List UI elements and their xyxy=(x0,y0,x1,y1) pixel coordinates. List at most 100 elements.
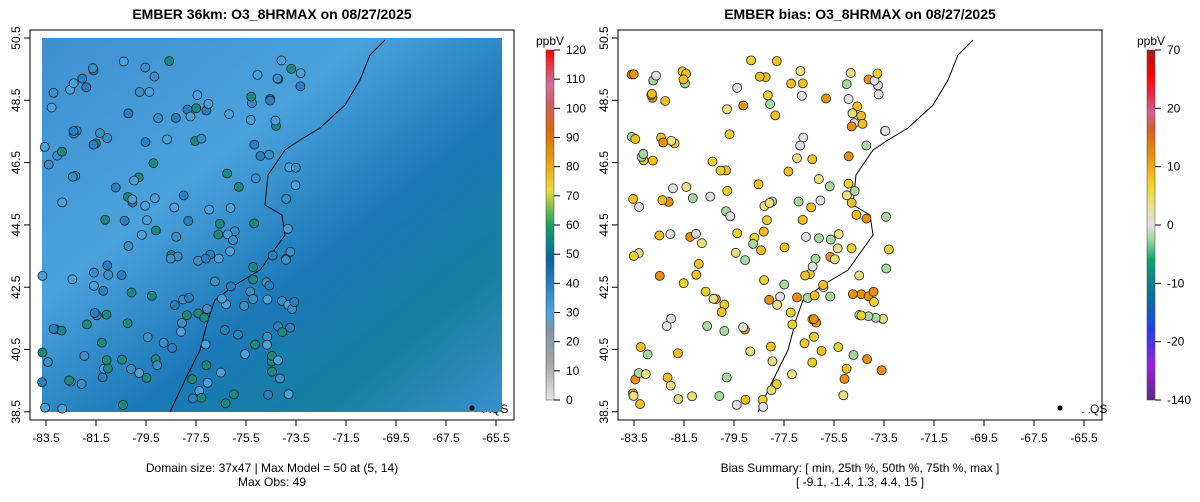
station-marker xyxy=(846,243,857,254)
station-marker xyxy=(758,226,769,237)
colorbar-tick-label: 90 xyxy=(566,131,580,145)
station-marker xyxy=(171,231,182,242)
station-marker xyxy=(191,103,202,114)
station-marker xyxy=(56,325,67,336)
colorbar-tick-label: -20 xyxy=(1167,335,1185,349)
colorbar-tick-label: 0 xyxy=(566,393,573,407)
station-marker xyxy=(233,329,243,340)
station-marker xyxy=(824,181,835,192)
station-marker xyxy=(182,310,192,321)
station-marker xyxy=(226,281,236,292)
colorbar-tick-label: 10 xyxy=(1167,160,1181,174)
station-marker xyxy=(687,193,698,204)
station-marker xyxy=(825,234,836,245)
x-tick-label: -71.5 xyxy=(332,431,360,445)
station-marker xyxy=(787,369,797,380)
station-marker xyxy=(779,242,790,253)
station-marker xyxy=(666,313,676,324)
colorbar-tick-label: 20 xyxy=(1167,101,1181,115)
station-marker xyxy=(273,355,283,366)
station-marker xyxy=(854,270,865,281)
station-marker xyxy=(169,300,180,311)
station-marker xyxy=(740,255,751,266)
station-marker xyxy=(833,342,844,353)
colorbar xyxy=(1146,49,1156,401)
colorbar-tick-label: 10 xyxy=(566,364,580,378)
colorbar-tick-label: 40 xyxy=(566,276,580,290)
station-marker xyxy=(229,389,239,400)
station-marker xyxy=(250,339,261,350)
station-marker xyxy=(246,91,257,102)
station-marker xyxy=(204,204,215,215)
station-marker xyxy=(786,78,797,89)
station-marker xyxy=(775,291,786,302)
colorbar-tick-label: 50 xyxy=(566,247,580,261)
station-marker xyxy=(847,289,858,300)
station-marker xyxy=(222,168,233,179)
station-marker xyxy=(673,348,683,359)
station-marker xyxy=(707,156,718,167)
station-marker xyxy=(148,158,159,169)
x-tick-label: -83.5 xyxy=(620,431,648,445)
bias-map-area xyxy=(630,38,1090,412)
station-marker xyxy=(696,238,707,249)
station-marker xyxy=(98,285,109,296)
x-tick-label: -69.5 xyxy=(970,431,998,445)
station-marker xyxy=(862,354,873,365)
y-tick-label: 38.5 xyxy=(597,400,611,424)
station-marker xyxy=(267,366,277,377)
station-marker xyxy=(264,280,275,291)
station-marker xyxy=(239,300,250,311)
station-marker xyxy=(82,319,92,330)
y-tick-label: 42.5 xyxy=(597,275,611,299)
station-marker xyxy=(295,81,306,92)
x-tick-label: -67.5 xyxy=(432,431,460,445)
station-marker xyxy=(732,228,743,239)
station-marker xyxy=(95,128,105,139)
station-marker xyxy=(714,391,725,401)
station-marker xyxy=(276,55,287,66)
station-marker xyxy=(665,380,676,391)
station-marker xyxy=(661,321,672,331)
station-marker xyxy=(808,314,819,325)
station-marker xyxy=(841,363,852,374)
colorbar-tick-label: 0 xyxy=(1167,218,1174,232)
x-tick-label: -73.5 xyxy=(870,431,898,445)
station-marker xyxy=(37,377,47,388)
station-marker xyxy=(628,69,639,80)
station-marker xyxy=(77,73,88,84)
station-marker xyxy=(277,327,288,338)
x-tick-label: -65.5 xyxy=(1070,431,1098,445)
station-marker xyxy=(281,193,292,204)
station-marker xyxy=(705,191,716,202)
station-marker xyxy=(110,182,121,193)
station-marker xyxy=(101,355,112,366)
station-marker xyxy=(642,349,653,360)
station-marker xyxy=(140,62,151,73)
left-footer-1: Domain size: 37x47 | Max Model = 50 at (… xyxy=(145,461,399,475)
station-marker xyxy=(170,113,181,123)
station-marker xyxy=(200,253,211,264)
station-marker xyxy=(873,89,884,100)
station-marker xyxy=(732,82,743,93)
station-marker xyxy=(738,322,748,333)
station-marker xyxy=(848,350,859,360)
station-marker xyxy=(264,149,275,160)
station-marker xyxy=(767,356,778,367)
station-marker xyxy=(116,270,127,281)
colorbar-tick-label: -10 xyxy=(1167,276,1185,290)
station-marker xyxy=(762,215,772,226)
station-marker xyxy=(806,202,817,213)
station-marker xyxy=(861,213,872,224)
station-marker xyxy=(725,211,736,222)
station-marker xyxy=(248,294,258,304)
station-marker xyxy=(738,100,749,111)
station-marker xyxy=(764,294,775,305)
station-marker xyxy=(285,322,296,333)
y-tick-label: 50.5 xyxy=(597,26,611,50)
station-marker xyxy=(816,346,827,356)
colorbar-tick-label: -140 xyxy=(1167,393,1191,407)
station-marker xyxy=(792,292,802,303)
station-marker xyxy=(654,270,665,281)
station-marker xyxy=(245,115,256,125)
